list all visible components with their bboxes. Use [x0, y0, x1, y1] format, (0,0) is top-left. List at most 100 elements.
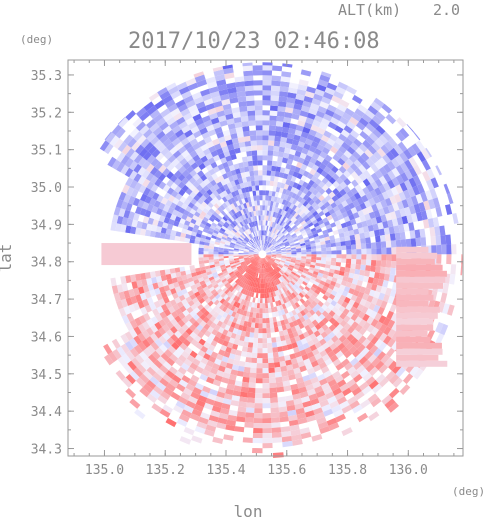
radar-cell — [162, 159, 172, 168]
radar-cell — [352, 301, 360, 309]
radar-cell — [267, 357, 274, 364]
radar-cell — [248, 254, 254, 256]
radar-cell — [226, 268, 233, 272]
radar-cell — [271, 253, 277, 255]
radar-cell — [186, 354, 195, 363]
radar-cell — [253, 307, 257, 313]
radar-cell — [163, 192, 171, 200]
radar-cell — [183, 387, 193, 396]
radar-cell — [258, 240, 261, 246]
radar-cell — [251, 259, 256, 264]
radar-cell — [177, 280, 184, 287]
radar-cell — [274, 366, 282, 373]
radar-cell — [256, 230, 259, 236]
radar-cell — [202, 294, 209, 301]
radar-cell — [251, 185, 256, 192]
radar-cell — [365, 237, 371, 244]
radar-cell — [378, 157, 388, 167]
radar-cell — [260, 273, 262, 279]
radar-cell — [218, 152, 226, 160]
radar-cell — [337, 274, 344, 281]
radar-cell — [292, 303, 298, 310]
radar-cell — [199, 127, 208, 135]
radar-cell — [196, 324, 204, 332]
radar-cell — [252, 190, 257, 196]
radar-cell — [357, 156, 366, 165]
radar-cell — [198, 162, 206, 171]
radar-cell — [300, 242, 306, 247]
radar-cell — [221, 145, 229, 153]
radar-cell — [258, 175, 263, 181]
radar-cell — [229, 243, 235, 247]
radar-cell — [295, 377, 304, 384]
radar-cell — [286, 256, 292, 259]
radar-cell — [194, 282, 201, 288]
radar-cell — [267, 215, 271, 221]
radar-cell — [231, 288, 237, 294]
radar-cell — [270, 265, 274, 271]
radar-cell — [254, 215, 258, 221]
radar-cell — [244, 230, 249, 236]
radar-cell — [281, 267, 287, 272]
radar-cell — [288, 87, 298, 94]
radar-cell — [311, 248, 317, 252]
radar-cell — [154, 270, 161, 277]
radar-cell — [245, 224, 250, 230]
radar-cell — [339, 327, 348, 335]
radar-cell — [247, 306, 252, 312]
radar-cell — [227, 144, 235, 151]
radar-cell — [323, 282, 331, 288]
radar-cell — [220, 227, 226, 233]
radar-cell — [336, 103, 347, 113]
radar-cell — [262, 288, 265, 294]
radar-cell — [116, 199, 124, 209]
radar-cell — [218, 247, 224, 251]
radar-cell — [162, 332, 171, 341]
radar-cell — [133, 163, 142, 174]
radar-cell — [271, 337, 277, 343]
radar-cell — [208, 415, 219, 423]
radar-cell — [214, 217, 221, 223]
radar-cell — [357, 104, 368, 114]
radar-cell — [322, 354, 330, 362]
radar-cell — [372, 383, 383, 394]
radar-cell — [264, 210, 268, 216]
radar-cell — [184, 282, 191, 289]
radar-cell — [198, 204, 205, 211]
radar-cell — [159, 377, 169, 387]
radar-cell — [262, 413, 271, 419]
radar-cell — [289, 353, 297, 360]
radar-cell — [385, 287, 392, 296]
radar-cell — [232, 390, 241, 397]
radar-cell — [365, 308, 373, 317]
radar-cell — [198, 254, 204, 258]
radar-cell — [184, 129, 193, 138]
radar-cell — [269, 115, 277, 121]
radar-cell — [128, 211, 135, 220]
radar-cell — [384, 234, 391, 242]
radar-cell — [255, 282, 258, 288]
radar-cell — [243, 254, 249, 256]
radar-cell — [185, 173, 193, 181]
radar-cell — [268, 307, 272, 313]
radar-cell — [303, 194, 309, 201]
radar-cell — [324, 87, 336, 96]
radar-cell — [227, 269, 233, 274]
radar-cell — [254, 261, 258, 267]
radar-cell — [399, 182, 408, 192]
radar-cell — [180, 232, 187, 238]
radar-cell — [244, 237, 249, 242]
radar-cell — [158, 298, 166, 306]
radar-cell — [262, 130, 269, 136]
radar-cell — [255, 292, 259, 298]
radar-cell — [296, 412, 307, 420]
radar-cell — [298, 266, 305, 270]
radar-cell — [285, 189, 291, 196]
radar-cell — [266, 230, 269, 236]
radar-cell — [233, 258, 239, 261]
radar-cell — [293, 134, 301, 142]
radar-cell — [238, 229, 244, 234]
radar-cell — [299, 227, 305, 233]
radar-cell — [210, 214, 217, 220]
radar-cell — [318, 269, 325, 274]
